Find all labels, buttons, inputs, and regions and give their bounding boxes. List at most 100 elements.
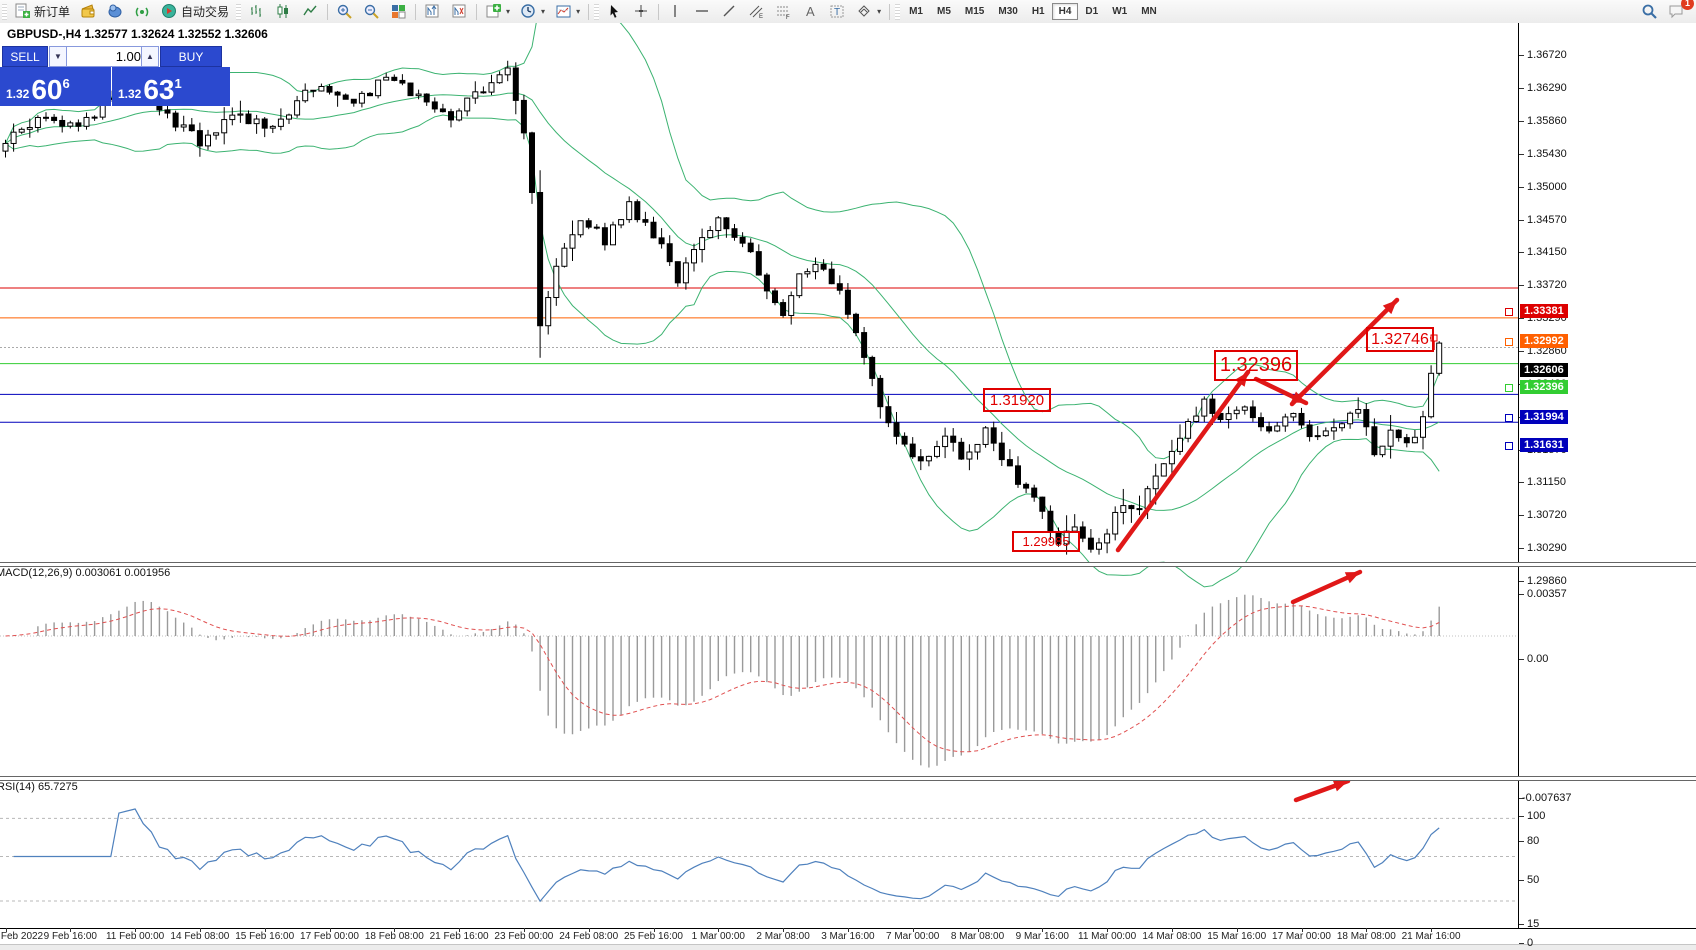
level-handle[interactable]	[1505, 383, 1513, 392]
notifications-button[interactable]: 1	[1663, 0, 1694, 23]
new-order-button[interactable]: 新订单	[9, 1, 75, 23]
macd-tick-label: 0.00357	[1527, 587, 1567, 600]
date-tick-mark	[199, 928, 201, 932]
shapes-button[interactable]: ▾	[851, 1, 886, 23]
wallet-button[interactable]	[75, 1, 102, 23]
candle-body	[666, 243, 673, 263]
candle-body	[1403, 437, 1410, 444]
rsi-line	[13, 808, 1440, 903]
candle-body	[1282, 416, 1289, 427]
indicator-window-button[interactable]	[419, 1, 446, 23]
candle-body	[464, 97, 471, 112]
date-tick-mark	[718, 928, 720, 932]
timeframe-m30[interactable]: M30	[998, 6, 1018, 17]
crosshair-button[interactable]	[628, 1, 655, 23]
autotrading-button[interactable]: 自动交易	[156, 1, 234, 23]
timeframe-m1[interactable]: M1	[909, 6, 923, 17]
fibonacci-button[interactable]: F	[770, 1, 797, 23]
indicator-add-button[interactable]	[446, 1, 473, 23]
candle-body	[1006, 459, 1013, 467]
date-tick-mark	[459, 928, 461, 932]
timeframe-h1[interactable]: H1	[1031, 6, 1045, 17]
price-tick-mark	[1519, 285, 1524, 287]
period-button[interactable]: ▾	[515, 1, 550, 23]
volume-up-button[interactable]: ▲	[141, 46, 159, 67]
timeframe-d1[interactable]: D1	[1085, 6, 1099, 17]
timeframe-h4[interactable]: H4	[1051, 3, 1079, 20]
trendline-button[interactable]	[716, 1, 743, 23]
sell-price-panel[interactable]: 1.32 60 6	[0, 67, 111, 106]
price-tick-label: 1.36290	[1527, 81, 1567, 94]
candle-body	[958, 441, 965, 460]
search-button[interactable]	[1636, 1, 1663, 23]
timeframe-m15[interactable]: M15	[964, 6, 985, 17]
toolbar-grip	[236, 3, 242, 20]
timeframe-mn[interactable]: MN	[1141, 6, 1157, 17]
timeframe-w1[interactable]: W1	[1112, 6, 1128, 17]
level-handle[interactable]	[1505, 337, 1513, 346]
date-tick-mark	[977, 928, 979, 932]
chart-template-button[interactable]: ▾	[550, 1, 585, 23]
date-tick-label: 18 Mar 08:00	[1336, 931, 1396, 942]
candle-body	[407, 82, 414, 97]
zoom-in-button[interactable]	[331, 1, 358, 23]
market-button[interactable]	[102, 1, 129, 23]
candle-body	[261, 118, 268, 129]
line-chart-button[interactable]	[297, 1, 324, 23]
volume-down-button[interactable]: ▼	[49, 46, 67, 67]
bollinger-middle-line	[5, 92, 1440, 511]
buy-price-panel[interactable]: 1.32 63 1	[112, 67, 230, 106]
equidistant-channel-button[interactable]: E	[743, 1, 770, 23]
candle-body	[917, 456, 924, 462]
candle-body	[423, 93, 430, 103]
date-tick-label: 17 Mar 00:00	[1272, 931, 1331, 942]
vertical-line-button[interactable]	[662, 1, 689, 23]
rsi-tick-mark	[1519, 923, 1524, 925]
candle-body	[909, 443, 916, 458]
volume-input[interactable]: 1.00	[66, 46, 148, 67]
cursor-button[interactable]	[601, 1, 628, 23]
signals-button[interactable]	[129, 1, 156, 23]
candle-body	[707, 230, 714, 239]
chart-area[interactable]: GBPUSD-,H4 1.32577 1.32624 1.32552 1.326…	[0, 23, 1696, 950]
candle-body	[10, 131, 17, 144]
candle-body	[1023, 483, 1030, 489]
horizontal-line-button[interactable]	[689, 1, 716, 23]
candle-body	[942, 435, 949, 448]
toolbar: 新订单 自动交易	[0, 0, 1696, 24]
level-handle[interactable]	[1505, 414, 1513, 423]
price-level-badge: 1.32992	[1520, 333, 1568, 348]
candle-body	[448, 111, 454, 121]
candle-body	[1120, 505, 1127, 513]
text-button[interactable]: A	[797, 1, 824, 23]
new-chart-button[interactable]: ▾	[480, 1, 515, 23]
candle-body	[269, 125, 276, 129]
date-tick-label: 25 Feb 16:00	[624, 931, 683, 942]
macd-pane-separator[interactable]	[0, 562, 1696, 567]
candle-body	[618, 219, 625, 226]
candlestick-chart-button[interactable]	[270, 1, 297, 23]
price-tick-mark	[1519, 581, 1524, 583]
candle-body	[585, 220, 592, 228]
level-handle[interactable]	[1505, 308, 1513, 317]
timeframe-m5[interactable]: M5	[937, 6, 951, 17]
candle-body	[34, 116, 41, 128]
date-tick-mark	[783, 928, 785, 932]
zoom-out-button[interactable]	[358, 1, 385, 23]
buy-button[interactable]: BUY	[160, 46, 222, 67]
candle-body	[180, 124, 187, 128]
date-tick-label: 15 Mar 16:00	[1207, 931, 1267, 942]
candle-body	[205, 134, 211, 147]
rsi-pane-separator[interactable]	[0, 776, 1696, 781]
vertical-line-icon	[674, 5, 676, 17]
level-handle[interactable]	[1505, 442, 1513, 451]
text-label-button[interactable]: T	[824, 1, 851, 23]
macd-tick-mark	[1519, 593, 1524, 595]
price-tick-mark	[1519, 87, 1524, 89]
chart-background	[0, 23, 1696, 928]
sell-button[interactable]: SELL	[2, 46, 48, 67]
tile-windows-button[interactable]	[385, 1, 412, 23]
chart-canvas	[0, 23, 1696, 928]
price-annotation: 1.32746	[1366, 327, 1434, 352]
bar-chart-button[interactable]	[243, 1, 270, 23]
